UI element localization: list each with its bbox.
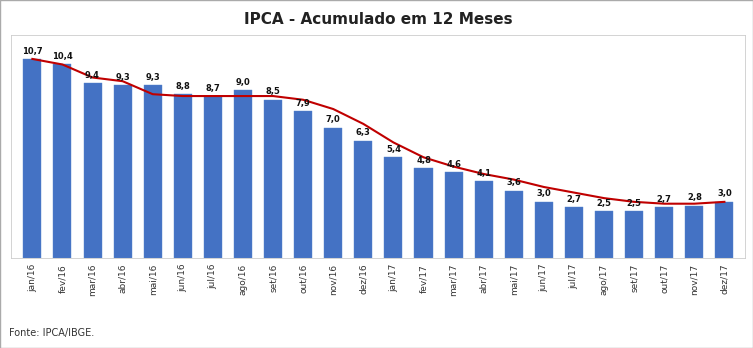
Text: 3,6: 3,6 — [506, 179, 521, 187]
Title: IPCA - Acumulado em 12 Meses: IPCA - Acumulado em 12 Meses — [244, 12, 513, 27]
Text: 9,3: 9,3 — [145, 73, 160, 81]
Bar — [655, 207, 673, 258]
Text: 6,3: 6,3 — [356, 128, 370, 137]
Text: 9,3: 9,3 — [115, 73, 130, 81]
Bar — [234, 90, 252, 258]
Text: 10,7: 10,7 — [22, 47, 43, 56]
Bar — [174, 94, 192, 258]
Bar — [53, 64, 72, 258]
Bar — [414, 168, 432, 258]
Text: 9,0: 9,0 — [236, 78, 250, 87]
Bar — [474, 181, 492, 258]
Bar — [565, 207, 583, 258]
Text: 7,9: 7,9 — [296, 98, 310, 108]
Bar — [625, 211, 643, 258]
Text: 8,7: 8,7 — [206, 84, 221, 93]
Text: 2,8: 2,8 — [687, 193, 702, 202]
Bar — [114, 85, 132, 258]
Text: 3,0: 3,0 — [536, 190, 551, 198]
Bar — [444, 172, 462, 258]
Text: 10,4: 10,4 — [52, 52, 73, 61]
Text: 4,8: 4,8 — [416, 156, 431, 165]
Text: 8,8: 8,8 — [175, 82, 191, 91]
Bar — [685, 206, 703, 258]
Text: 2,5: 2,5 — [596, 199, 611, 208]
Text: 9,4: 9,4 — [85, 71, 100, 80]
Bar — [535, 202, 553, 258]
Text: 5,4: 5,4 — [386, 145, 401, 154]
Text: 2,7: 2,7 — [657, 195, 672, 204]
Text: 3,0: 3,0 — [717, 190, 732, 198]
Text: 2,5: 2,5 — [626, 199, 642, 208]
Bar — [505, 191, 523, 258]
Bar — [355, 141, 373, 258]
Text: 2,7: 2,7 — [566, 195, 581, 204]
Bar — [264, 100, 282, 258]
Bar — [144, 85, 162, 258]
Bar — [294, 111, 312, 258]
Text: 8,5: 8,5 — [266, 87, 281, 96]
Bar — [384, 157, 402, 258]
Text: 7,0: 7,0 — [326, 115, 340, 124]
Bar — [23, 59, 41, 258]
Bar — [595, 211, 613, 258]
Bar — [84, 83, 102, 258]
Text: 4,1: 4,1 — [476, 169, 491, 178]
Bar — [204, 96, 222, 258]
Bar — [715, 202, 733, 258]
Text: Fonte: IPCA/IBGE.: Fonte: IPCA/IBGE. — [9, 327, 94, 338]
Text: 4,6: 4,6 — [446, 160, 461, 169]
Bar — [325, 128, 343, 258]
